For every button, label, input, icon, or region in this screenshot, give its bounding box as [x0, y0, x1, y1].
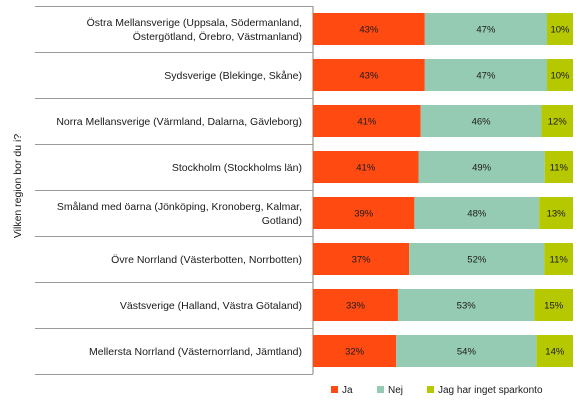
data-label: 46%: [472, 117, 492, 128]
legend-swatch: [377, 386, 384, 393]
category-label: Mellersta Norrland (Västernorrland, Jämt…: [89, 346, 302, 358]
bar-segment: [544, 243, 573, 275]
bars: [313, 13, 573, 367]
legend-label: Jag har inget sparkonto: [438, 385, 543, 396]
bar-segment: [313, 105, 421, 137]
category-labels: Östra Mellansverige (Uppsala, Södermanla…: [56, 17, 302, 358]
legend-label: Ja: [342, 385, 353, 396]
bar-segment: [313, 197, 415, 229]
bar-segment: [424, 59, 547, 91]
data-label: 12%: [548, 117, 568, 128]
bar-segment: [418, 151, 545, 183]
legend-swatch: [427, 386, 434, 393]
data-label: 47%: [476, 25, 496, 36]
bar-segment: [420, 105, 542, 137]
data-label: 39%: [354, 209, 374, 220]
data-label: 43%: [359, 25, 379, 36]
bar-segment: [313, 289, 398, 321]
bar-segment: [396, 335, 537, 367]
data-label: 13%: [547, 209, 567, 220]
data-label: 41%: [356, 163, 376, 174]
bar-segment: [409, 243, 545, 275]
data-label: 14%: [545, 347, 565, 358]
bar-segment: [424, 13, 547, 45]
bar-segment: [547, 13, 573, 45]
bar-segment: [414, 197, 540, 229]
bar-segment: [313, 151, 419, 183]
data-label: 52%: [467, 255, 487, 266]
data-label: 10%: [550, 71, 570, 82]
category-label: Östra Mellansverige (Uppsala, Södermanla…: [87, 17, 302, 29]
bar-segment: [544, 151, 573, 183]
bar-segment: [313, 13, 425, 45]
category-label: Östergötland, Örebro, Västmanland): [133, 31, 302, 43]
data-label: 41%: [357, 117, 377, 128]
bar-segment: [313, 335, 397, 367]
data-label: 43%: [359, 71, 379, 82]
legend-label: Nej: [388, 385, 403, 396]
data-label: 32%: [345, 347, 365, 358]
category-label: Stockholm (Stockholms län): [172, 162, 302, 174]
data-label: 11%: [550, 255, 569, 266]
data-label: 47%: [476, 71, 496, 82]
data-label: 15%: [544, 301, 564, 312]
data-labels: 43% 47% 10% 43% 47% 10% 41% 46% 12% 41% 49% 11% 39% 4…: [345, 25, 570, 358]
category-label: Sydsverige (Blekinge, Skåne): [164, 70, 302, 82]
data-label: 53%: [457, 301, 477, 312]
data-label: 11%: [550, 163, 569, 174]
bar-segment: [313, 59, 425, 91]
data-label: 37%: [352, 255, 372, 266]
category-dividers: [35, 6, 314, 375]
y-axis-title: Vilken region bor du i?: [12, 134, 24, 238]
bar-segment: [541, 105, 573, 137]
data-label: 54%: [457, 347, 477, 358]
category-label: Gotland): [262, 215, 302, 227]
category-label: Norra Mellansverige (Värmland, Dalarna, …: [56, 116, 302, 128]
legend-swatch: [331, 386, 338, 393]
bar-segment: [397, 289, 535, 321]
data-label: 33%: [346, 301, 366, 312]
bar-segment: [536, 335, 573, 367]
category-label: Småland med öarna (Jönköping, Kronoberg,…: [57, 201, 302, 213]
data-label: 10%: [550, 25, 570, 36]
data-label: 49%: [472, 163, 492, 174]
bar-segment: [313, 243, 410, 275]
legend: Ja Nej Jag har inget sparkonto: [331, 385, 543, 396]
bar-segment: [547, 59, 573, 91]
data-label: 48%: [467, 209, 487, 220]
category-label: Västsverige (Halland, Västra Götaland): [120, 300, 302, 312]
bar-segment: [539, 197, 573, 229]
category-label: Övre Norrland (Västerbotten, Norrbotten): [111, 254, 302, 266]
bar-segment: [534, 289, 573, 321]
